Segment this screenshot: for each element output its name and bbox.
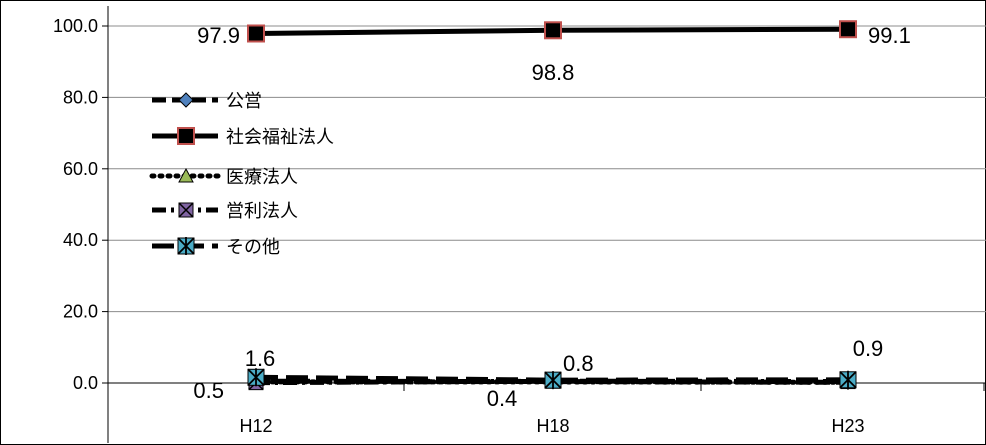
legend-marker-3: [178, 202, 194, 218]
series-4-point-2: [839, 370, 857, 389]
x-tick-label-2: H23: [831, 416, 864, 436]
y-tick-label-2: 40.0: [63, 230, 98, 250]
legend-label-4: その他: [226, 237, 280, 257]
y-tick-label-0: 0.0: [73, 373, 98, 393]
legend-item-1: 社会福祉法人: [152, 127, 334, 147]
series-group: [247, 20, 857, 391]
legend-marker-1: [177, 127, 195, 145]
legend-item-4: その他: [152, 237, 280, 257]
data-label-low-0: 1.6: [245, 346, 276, 371]
x-tick-label-0: H12: [239, 416, 272, 436]
legend-item-0: 公営: [152, 91, 262, 111]
legend-label-3: 営利法人: [226, 201, 298, 221]
legend-label-1: 社会福祉法人: [226, 127, 334, 147]
data-label-main-2: 99.1: [868, 23, 911, 48]
series-4-point-0: [247, 368, 265, 387]
data-label-low-4: 0.9: [853, 336, 884, 361]
data-label-low-2: 0.8: [563, 351, 594, 376]
legend-label-2: 医療法人: [226, 167, 298, 187]
data-label-low-1: 0.5: [193, 378, 224, 403]
y-tick-label-4: 80.0: [63, 87, 98, 107]
series-line-4: [255, 374, 849, 383]
data-labels: 97.9 98.8 99.1 1.6 0.5 0.8 0.4 0.9: [193, 23, 910, 411]
legend-marker-4: [177, 237, 195, 255]
series-4-point-1: [544, 371, 562, 390]
legend-label-0: 公営: [226, 91, 262, 111]
series-1-point-1: [544, 21, 562, 40]
data-label-main-1: 98.8: [532, 60, 575, 85]
x-tick-label-1: H18: [536, 416, 569, 436]
data-label-main-0: 97.9: [197, 23, 240, 48]
legend-item-2: 医療法人: [149, 167, 298, 187]
legend-marker-2: [178, 167, 194, 183]
y-tick-label-3: 60.0: [63, 159, 98, 179]
y-tick-label-5: 100.0: [53, 16, 98, 36]
legend-marker-0: [178, 92, 194, 108]
data-label-low-3: 0.4: [487, 386, 518, 411]
y-tick-label-1: 20.0: [63, 302, 98, 322]
legend-item-3: 営利法人: [152, 201, 298, 221]
series-1-point-0: [247, 24, 265, 43]
series-1-point-2: [839, 20, 857, 39]
